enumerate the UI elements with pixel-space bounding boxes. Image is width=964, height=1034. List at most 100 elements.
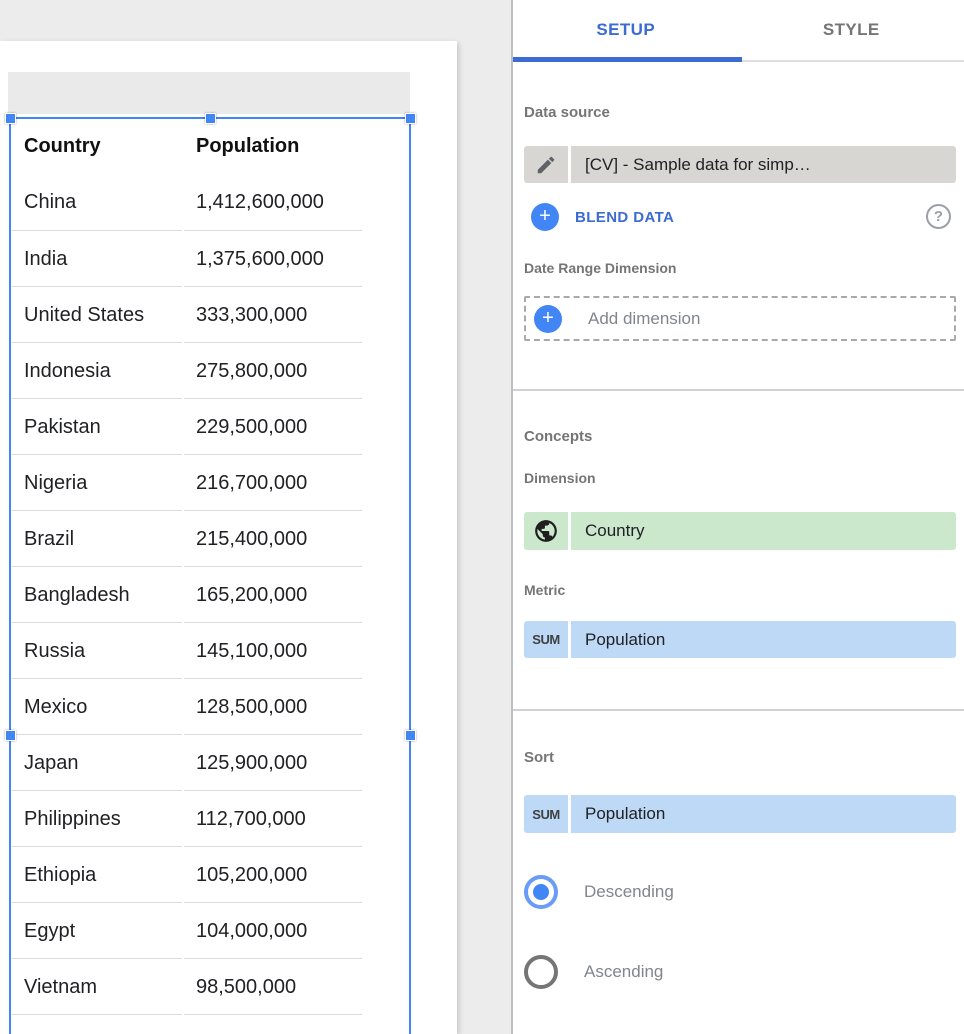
- plus-icon: +: [531, 203, 559, 231]
- concepts-label: Concepts: [524, 428, 593, 445]
- active-tab-indicator: [513, 57, 742, 62]
- country-cell: Pakistan: [12, 398, 182, 454]
- edit-pencil-icon[interactable]: [524, 146, 568, 183]
- table-row[interactable]: Vietnam 98,500,000: [12, 958, 366, 1014]
- population-cell: 128,500,000: [184, 678, 362, 734]
- population-cell: 229,500,000: [184, 398, 362, 454]
- country-cell: Russia: [12, 622, 182, 678]
- country-cell: Indonesia: [12, 342, 182, 398]
- radio-selected-icon[interactable]: [524, 875, 558, 909]
- country-cell: United States: [12, 286, 182, 342]
- resize-handle-mid-right[interactable]: [404, 729, 416, 741]
- data-source-chip[interactable]: [CV] - Sample data for simp…: [524, 146, 956, 183]
- population-cell: 333,300,000: [184, 286, 362, 342]
- blend-data-button[interactable]: + BLEND DATA: [531, 203, 674, 231]
- radio-unselected-icon[interactable]: [524, 955, 558, 989]
- table-row[interactable]: United States 333,300,000: [12, 286, 366, 342]
- table-row[interactable]: Japan 125,900,000: [12, 734, 366, 790]
- table-row[interactable]: Philippines 112,700,000: [12, 790, 366, 846]
- country-cell: DR Congo: [12, 1014, 182, 1034]
- country-cell: Bangladesh: [12, 566, 182, 622]
- country-cell: Philippines: [12, 790, 182, 846]
- dimension-chip-label[interactable]: Country: [571, 512, 956, 550]
- population-cell: 275,800,000: [184, 342, 362, 398]
- dimension-label: Dimension: [524, 470, 596, 486]
- table-body: China 1,412,600,000 India 1,375,600,000 Unit…: [12, 174, 366, 1034]
- population-cell: 105,200,000: [184, 846, 362, 902]
- table-header-row: Country Population: [12, 119, 366, 174]
- country-cell: Nigeria: [12, 454, 182, 510]
- data-table: Country Population China 1,412,600,000 Ind…: [12, 119, 366, 1034]
- sum-aggregation-tag[interactable]: SUM: [524, 795, 568, 833]
- add-dimension-button[interactable]: + Add dimension: [524, 296, 956, 341]
- population-cell: 165,200,000: [184, 566, 362, 622]
- metric-label: Metric: [524, 582, 566, 598]
- resize-handle-top-center[interactable]: [204, 112, 216, 124]
- table-row[interactable]: Mexico 128,500,000: [12, 678, 366, 734]
- population-cell: 98,500,000: [184, 958, 362, 1014]
- population-cell: 104,000,000: [184, 902, 362, 958]
- panel-tabs: SETUP STYLE: [513, 0, 964, 62]
- country-cell: Egypt: [12, 902, 182, 958]
- section-divider: [513, 389, 964, 391]
- country-cell: Mexico: [12, 678, 182, 734]
- section-divider: [513, 709, 964, 711]
- descending-label: Descending: [584, 882, 674, 901]
- population-cell: 112,700,000: [184, 790, 362, 846]
- tab-setup[interactable]: SETUP: [596, 20, 656, 39]
- sort-ascending-option[interactable]: Ascending: [524, 955, 663, 989]
- country-cell: Japan: [12, 734, 182, 790]
- resize-handle-mid-left[interactable]: [4, 729, 16, 741]
- population-cell: 1,412,600,000: [196, 191, 324, 213]
- country-cell: Brazil: [12, 510, 182, 566]
- data-source-label: Data source: [524, 104, 610, 121]
- blend-data-label: BLEND DATA: [575, 208, 675, 226]
- population-cell: 145,100,000: [184, 622, 362, 678]
- population-cell: 125,900,000: [184, 734, 362, 790]
- resize-handle-top-left[interactable]: [4, 112, 16, 124]
- country-cell: India: [12, 230, 182, 286]
- metric-chip-population[interactable]: SUM Population: [524, 621, 956, 658]
- selected-table-chart[interactable]: Country Population China 1,412,600,000 Ind…: [9, 117, 411, 1034]
- table-row[interactable]: Russia 145,100,000: [12, 622, 366, 678]
- table-header-population[interactable]: Population: [196, 135, 300, 157]
- properties-panel: SETUP STYLE Data source [CV] - Sample da…: [511, 0, 964, 1034]
- country-cell: Ethiopia: [12, 846, 182, 902]
- sort-chip-population[interactable]: SUM Population: [524, 795, 956, 833]
- canvas-header-element[interactable]: [8, 72, 410, 114]
- data-source-name[interactable]: [CV] - Sample data for simp…: [571, 146, 956, 183]
- plus-icon: +: [534, 304, 562, 333]
- ascending-label: Ascending: [584, 962, 664, 981]
- country-cell: Vietnam: [12, 958, 182, 1014]
- country-cell: China: [24, 191, 77, 213]
- add-dimension-label: Add dimension: [588, 308, 701, 328]
- table-row[interactable]: Egypt 104,000,000: [12, 902, 366, 958]
- resize-handle-top-right[interactable]: [404, 112, 416, 124]
- report-canvas[interactable]: Country Population China 1,412,600,000 Ind…: [0, 0, 511, 1034]
- report-page[interactable]: [0, 41, 457, 1034]
- sort-descending-option[interactable]: Descending: [524, 875, 674, 909]
- population-cell: 215,400,000: [184, 510, 362, 566]
- table-row[interactable]: DR Congo95,900,000: [12, 1014, 366, 1034]
- metric-chip-label[interactable]: Population: [571, 621, 956, 658]
- population-cell: 95,900,000: [184, 1014, 362, 1034]
- tab-style[interactable]: STYLE: [822, 20, 880, 39]
- table-row[interactable]: Pakistan 229,500,000: [12, 398, 366, 454]
- sum-aggregation-tag[interactable]: SUM: [524, 621, 568, 658]
- table-row[interactable]: Indonesia 275,800,000: [12, 342, 366, 398]
- table-row[interactable]: Ethiopia 105,200,000: [12, 846, 366, 902]
- table-row[interactable]: Brazil 215,400,000: [12, 510, 366, 566]
- table-row[interactable]: Bangladesh 165,200,000: [12, 566, 366, 622]
- table-row[interactable]: Nigeria 216,700,000: [12, 454, 366, 510]
- population-cell: 216,700,000: [184, 454, 362, 510]
- globe-icon: [524, 512, 568, 550]
- table-header-country[interactable]: Country: [24, 135, 101, 157]
- sort-chip-label[interactable]: Population: [571, 795, 956, 833]
- table-row[interactable]: China 1,412,600,000: [12, 174, 366, 230]
- help-icon[interactable]: ?: [926, 204, 951, 229]
- dimension-chip-country[interactable]: Country: [524, 512, 956, 550]
- population-cell: 1,375,600,000: [184, 230, 362, 286]
- date-range-dimension-label: Date Range Dimension: [524, 260, 677, 276]
- table-row[interactable]: India 1,375,600,000: [12, 230, 366, 286]
